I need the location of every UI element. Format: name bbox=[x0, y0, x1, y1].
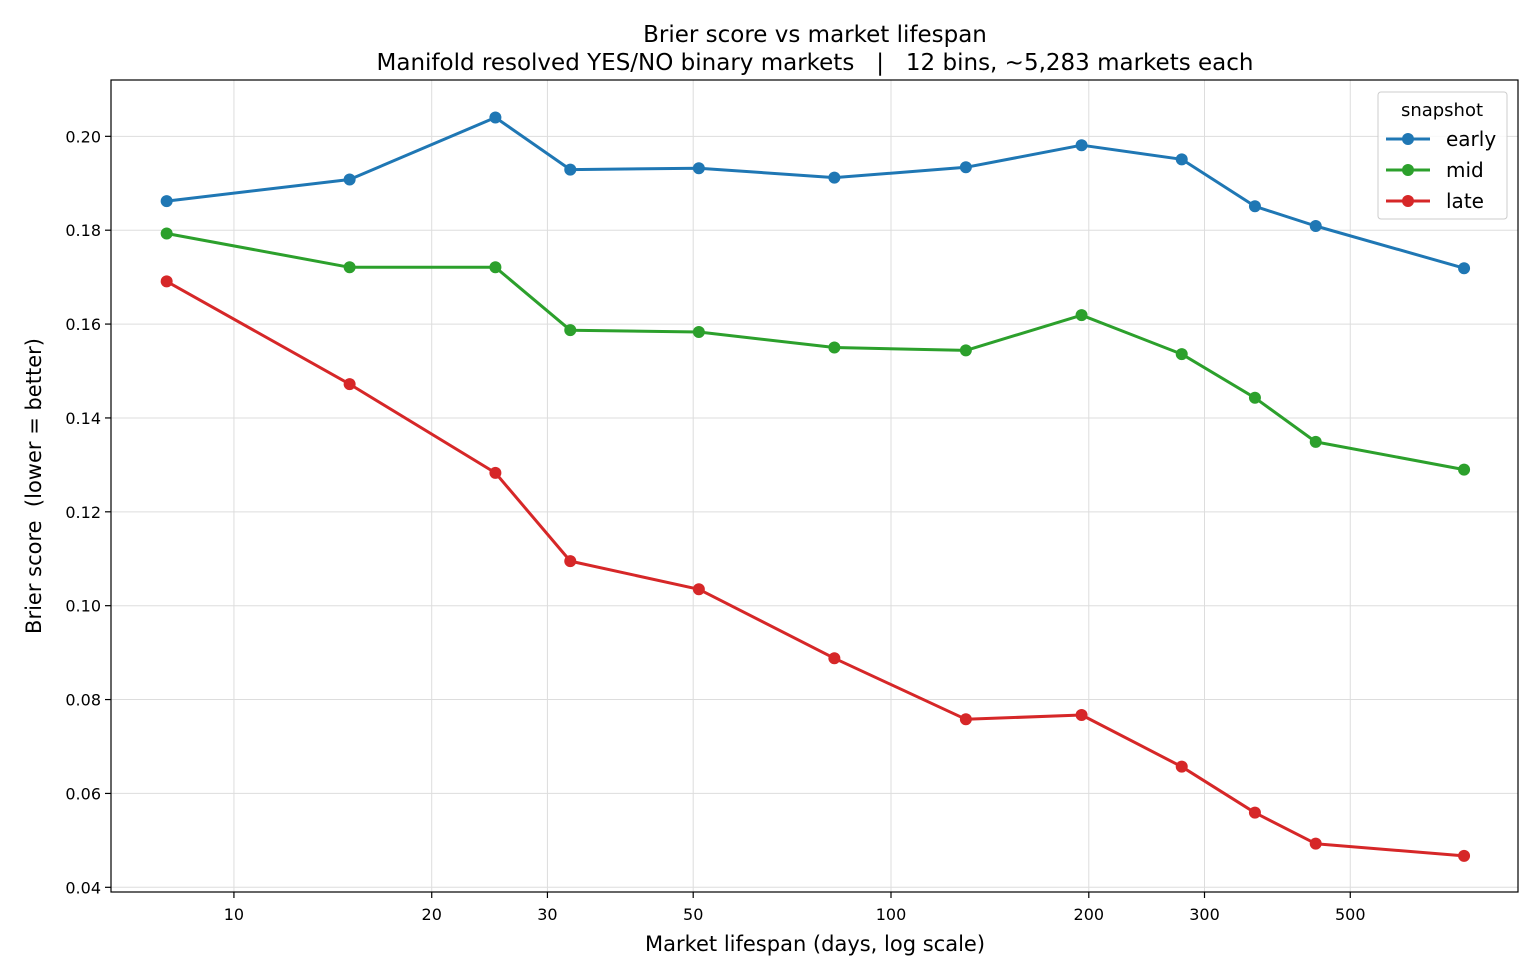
data-point-early bbox=[828, 171, 841, 184]
data-point-late bbox=[564, 555, 577, 568]
data-point-late bbox=[489, 466, 502, 479]
x-tick-label: 10 bbox=[224, 905, 244, 924]
data-point-mid bbox=[692, 326, 705, 339]
data-point-mid bbox=[489, 261, 502, 274]
data-point-early bbox=[1458, 262, 1471, 275]
data-point-mid bbox=[564, 324, 577, 337]
series-line-early bbox=[166, 116, 1465, 270]
legend-label-early: early bbox=[1446, 127, 1496, 151]
data-point-mid bbox=[1309, 435, 1322, 448]
y-axis-ticks: 0.04 0.06 0.08 0.10 0.12 0.14 0.16 0.18 0.20 bbox=[65, 127, 111, 897]
legend-swatch-marker-late bbox=[1402, 195, 1414, 207]
y-tick-label: 0.20 bbox=[65, 127, 101, 146]
data-point-mid bbox=[959, 344, 972, 357]
x-tick-label: 20 bbox=[422, 905, 442, 924]
x-tick-label: 30 bbox=[537, 905, 557, 924]
legend-entries: early mid late bbox=[1386, 127, 1496, 213]
data-point-late bbox=[1075, 709, 1088, 722]
data-point-early bbox=[1309, 219, 1322, 232]
legend-swatch-marker-mid bbox=[1402, 164, 1414, 176]
data-point-late bbox=[692, 583, 705, 596]
data-point-early bbox=[489, 111, 502, 124]
series-line-late bbox=[165, 280, 1465, 858]
series-line-mid bbox=[166, 232, 1465, 472]
data-point-late bbox=[343, 378, 356, 391]
x-tick-label: 100 bbox=[876, 905, 907, 924]
y-tick-label: 0.14 bbox=[65, 409, 101, 428]
legend-swatch-marker-early bbox=[1402, 133, 1414, 145]
y-tick-label: 0.18 bbox=[65, 221, 101, 240]
x-tick-label: 50 bbox=[683, 905, 703, 924]
data-point-early bbox=[160, 195, 173, 208]
data-point-early bbox=[1075, 139, 1088, 152]
chart-title: Brier score vs market lifespan bbox=[643, 22, 987, 48]
x-axis-label: Market lifespan (days, log scale) bbox=[645, 932, 985, 956]
plot-frame bbox=[110, 79, 1519, 893]
series-lines bbox=[165, 116, 1465, 858]
data-point-late bbox=[959, 713, 972, 726]
legend-box bbox=[1377, 91, 1508, 220]
data-point-early bbox=[692, 162, 705, 175]
data-point-late bbox=[1175, 760, 1188, 773]
data-point-early bbox=[1248, 200, 1261, 213]
y-tick-label: 0.06 bbox=[65, 784, 101, 803]
data-point-late bbox=[1309, 837, 1322, 850]
legend: snapshot early mid late bbox=[1377, 91, 1508, 220]
data-point-late bbox=[1248, 806, 1261, 819]
x-tick-label: 200 bbox=[1074, 905, 1105, 924]
y-tick-label: 0.10 bbox=[65, 597, 101, 616]
chart-subtitle: Manifold resolved YES/NO binary markets … bbox=[377, 50, 1254, 76]
data-point-mid bbox=[1075, 309, 1088, 322]
y-tick-label: 0.04 bbox=[65, 878, 101, 897]
data-point-late bbox=[1458, 849, 1471, 862]
data-point-mid bbox=[160, 227, 173, 240]
series-markers bbox=[160, 111, 1471, 862]
data-point-mid bbox=[1248, 391, 1261, 404]
data-point-mid bbox=[1458, 463, 1471, 476]
data-point-early bbox=[959, 161, 972, 174]
data-point-mid bbox=[1175, 348, 1188, 361]
y-tick-label: 0.12 bbox=[65, 503, 101, 522]
data-point-early bbox=[564, 163, 577, 176]
x-axis-ticks: 10 20 30 50 100 200 300 500 bbox=[224, 892, 1366, 924]
data-point-early bbox=[1175, 153, 1188, 166]
y-axis-label: Brier score (lower = better) bbox=[22, 338, 46, 634]
legend-label-late: late bbox=[1446, 189, 1484, 213]
data-point-late bbox=[828, 652, 841, 665]
x-tick-label: 300 bbox=[1189, 905, 1220, 924]
legend-title: snapshot bbox=[1401, 100, 1483, 121]
data-point-early bbox=[343, 173, 356, 186]
legend-label-mid: mid bbox=[1446, 158, 1484, 182]
data-point-mid bbox=[343, 261, 356, 274]
y-tick-label: 0.08 bbox=[65, 691, 101, 710]
data-point-mid bbox=[828, 341, 841, 354]
x-tick-label: 500 bbox=[1335, 905, 1366, 924]
y-tick-label: 0.16 bbox=[65, 315, 101, 334]
data-point-late bbox=[160, 275, 173, 288]
